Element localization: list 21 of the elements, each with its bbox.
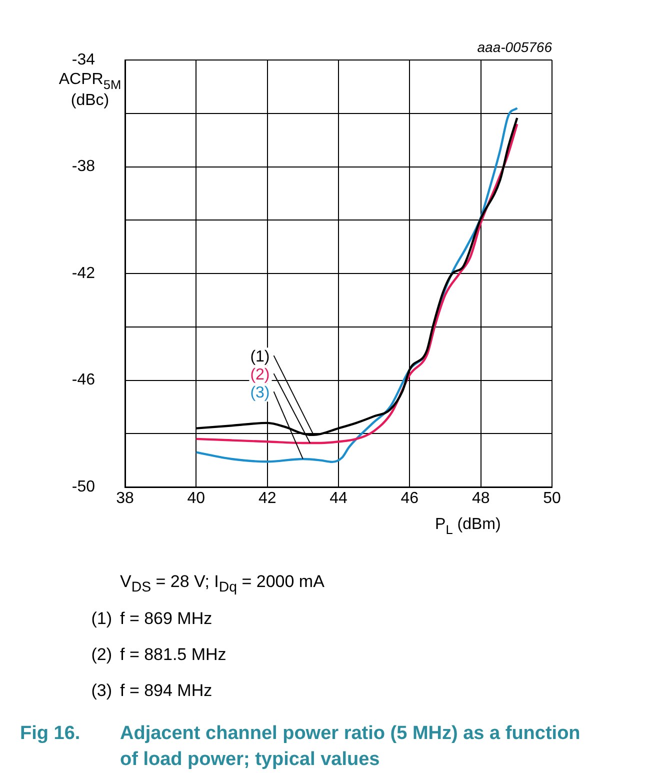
text: aaa-005766 [477,39,552,55]
chart-title: Fig 16. Adjacent channel power ratio (5 MHz) as a function of load power; typical values [20,723,580,770]
x-tick-label: 44 [330,490,348,508]
annotation: (3) [250,384,270,402]
text: (2) f = 881.5 MHz [90,645,226,666]
annotation: (1) [250,348,270,366]
y-tick-label: -42 [72,264,96,282]
text: V$_{DS}$ = 28 V; I$_{Dq}$ = 2000 mA [119,572,326,598]
y-tick-label: -34 [72,51,96,68]
text: (1) f = 869 MHz [90,609,212,630]
x-tick-label: 50 [543,490,561,508]
x-tick-label: 48 [472,490,490,508]
x-tick-label: 40 [187,490,206,508]
x-tick-label: 46 [400,490,419,508]
annotation: (2) [250,366,270,384]
text: (3) f = 894 MHz [90,681,212,702]
y-tick-label: -46 [72,372,96,389]
x-tick-label: 38 [116,490,134,508]
x-tick-label: 42 [258,490,276,508]
y-tick-label: -38 [72,158,96,176]
y-tick-label: -50 [72,478,96,496]
